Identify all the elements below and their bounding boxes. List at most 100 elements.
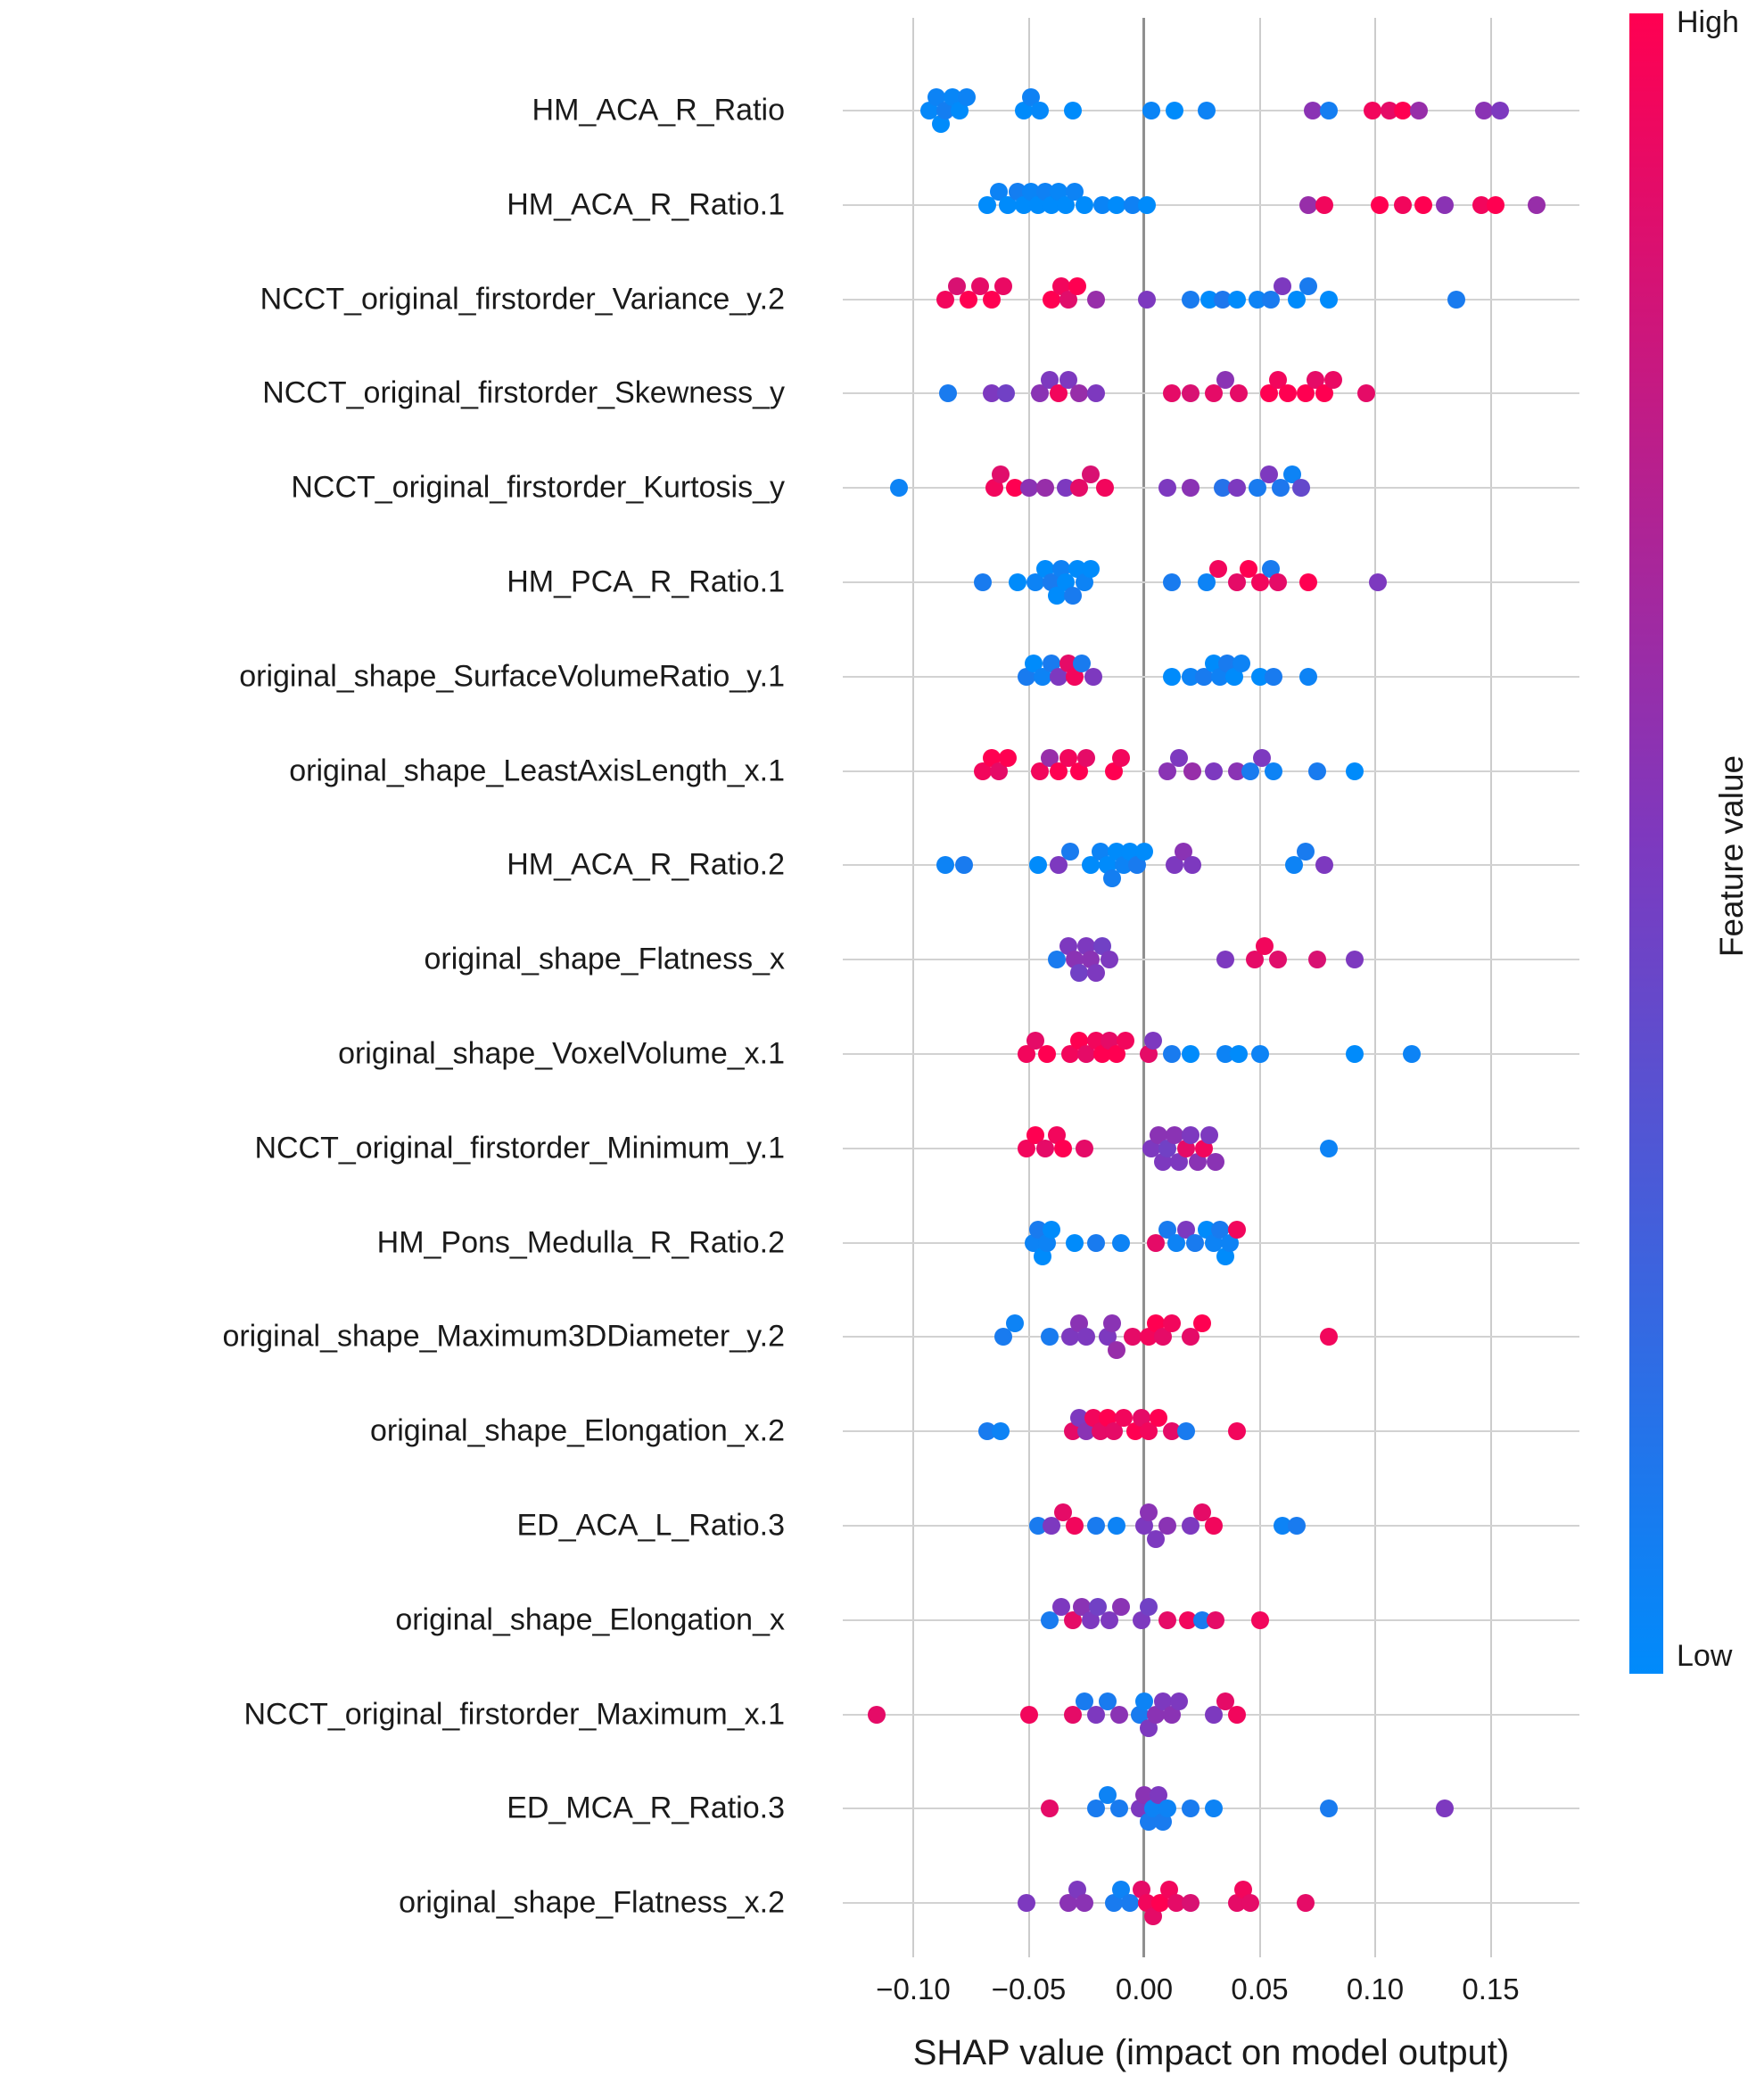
shap-point bbox=[1019, 1705, 1038, 1724]
shap-point bbox=[1232, 654, 1250, 672]
shap-point bbox=[1225, 667, 1243, 686]
shap-point bbox=[1200, 1125, 1218, 1144]
shap-point bbox=[1176, 1220, 1195, 1239]
shap-point bbox=[1220, 1233, 1239, 1252]
shap-point bbox=[1214, 290, 1232, 309]
shap-point bbox=[1077, 1045, 1096, 1063]
shap-point bbox=[1035, 1139, 1054, 1157]
shap-point bbox=[932, 115, 951, 133]
feature-label: original_shape_Flatness_x bbox=[424, 942, 785, 976]
shap-point bbox=[1061, 843, 1080, 861]
shap-point bbox=[1308, 951, 1327, 969]
x-axis-title: SHAP value (impact on model output) bbox=[912, 2033, 1510, 2072]
shap-point bbox=[973, 762, 992, 780]
shap-point bbox=[1227, 1705, 1246, 1724]
shap-point bbox=[1158, 1799, 1176, 1818]
shap-point bbox=[1140, 1718, 1158, 1737]
shap-point bbox=[1227, 1422, 1246, 1441]
shap-point bbox=[1075, 1692, 1093, 1710]
shap-point bbox=[1093, 1045, 1112, 1063]
shap-point bbox=[971, 276, 990, 295]
feature-label: original_shape_VoxelVolume_x.1 bbox=[338, 1036, 785, 1071]
shap-point bbox=[1259, 465, 1278, 484]
shap-point bbox=[936, 856, 955, 875]
shap-point bbox=[1195, 667, 1214, 686]
shap-point bbox=[1163, 667, 1182, 686]
shap-point bbox=[1181, 1517, 1200, 1535]
shap-point bbox=[1095, 479, 1114, 498]
shap-point bbox=[1163, 1422, 1182, 1441]
feature-label: original_shape_Elongation_x.2 bbox=[369, 1413, 785, 1448]
shap-point bbox=[1107, 1045, 1125, 1063]
shap-point bbox=[992, 465, 1010, 484]
shap-point bbox=[1112, 1597, 1131, 1616]
shap-point bbox=[954, 856, 973, 875]
shap-point bbox=[1158, 1220, 1176, 1239]
shap-point bbox=[1105, 1894, 1124, 1913]
shap-point bbox=[1230, 1045, 1249, 1063]
shap-point bbox=[1169, 748, 1188, 767]
shap-point bbox=[1050, 856, 1068, 875]
shap-point bbox=[1038, 1045, 1057, 1063]
shap-point bbox=[1047, 951, 1066, 969]
horizontal-gridline bbox=[843, 1430, 1579, 1433]
shap-point bbox=[1050, 762, 1068, 780]
feature-label: NCCT_original_firstorder_Kurtosis_y bbox=[291, 470, 785, 505]
shap-point bbox=[1250, 1610, 1269, 1629]
shap-point bbox=[1008, 573, 1026, 591]
shap-point bbox=[1345, 762, 1364, 780]
shap-point bbox=[1019, 479, 1038, 498]
shap-point bbox=[1216, 1247, 1234, 1265]
shap-point bbox=[994, 1328, 1012, 1346]
feature-label: original_shape_Elongation_x bbox=[395, 1602, 785, 1637]
feature-label: HM_ACA_R_Ratio.2 bbox=[507, 847, 785, 882]
shap-point bbox=[1086, 1517, 1105, 1535]
x-tick-label: −0.10 bbox=[876, 1972, 951, 2005]
shap-point bbox=[1250, 1045, 1269, 1063]
shap-point bbox=[1077, 1328, 1096, 1346]
shap-point bbox=[1165, 856, 1183, 875]
shap-point bbox=[1105, 762, 1124, 780]
shap-point bbox=[1181, 1799, 1200, 1818]
vertical-gridline bbox=[912, 18, 914, 1957]
shap-point bbox=[1015, 102, 1034, 119]
shap-point bbox=[1241, 762, 1260, 780]
shap-point bbox=[1070, 479, 1089, 498]
shap-point bbox=[1265, 762, 1283, 780]
shap-point bbox=[1112, 748, 1131, 767]
shap-point bbox=[1086, 964, 1105, 983]
shap-point bbox=[1163, 1045, 1182, 1063]
shap-point bbox=[1059, 1894, 1077, 1913]
shap-point bbox=[1005, 479, 1024, 498]
shap-point bbox=[1204, 1705, 1223, 1724]
shap-point bbox=[1077, 1422, 1096, 1441]
shap-point bbox=[1197, 573, 1216, 591]
shap-point bbox=[1077, 748, 1096, 767]
shap-point bbox=[1098, 1786, 1117, 1805]
shap-point bbox=[1528, 195, 1546, 214]
shap-point bbox=[1250, 573, 1269, 591]
shap-point bbox=[1227, 290, 1246, 309]
feature-label: NCCT_original_firstorder_Skewness_y bbox=[262, 375, 785, 410]
shap-point bbox=[1034, 1247, 1052, 1265]
shap-point bbox=[1158, 479, 1176, 498]
horizontal-gridline bbox=[843, 1053, 1579, 1055]
shap-point bbox=[1371, 195, 1389, 214]
shap-point bbox=[1298, 573, 1317, 591]
shap-point bbox=[1024, 654, 1043, 672]
shap-point bbox=[1151, 1894, 1170, 1913]
shap-point bbox=[973, 573, 992, 591]
shap-point bbox=[1054, 1503, 1073, 1521]
shap-point bbox=[1028, 1517, 1047, 1535]
shap-point bbox=[1315, 384, 1334, 403]
shap-point bbox=[1144, 1907, 1163, 1926]
shap-point bbox=[1028, 856, 1047, 875]
shap-point bbox=[1040, 1610, 1059, 1629]
x-tick-label: 0.10 bbox=[1346, 1972, 1405, 2005]
shap-point bbox=[1066, 1233, 1084, 1252]
shap-point bbox=[957, 88, 976, 106]
shap-point bbox=[1320, 1328, 1339, 1346]
shap-point bbox=[1128, 856, 1147, 875]
shap-point bbox=[936, 102, 955, 119]
shap-point bbox=[1031, 102, 1050, 119]
